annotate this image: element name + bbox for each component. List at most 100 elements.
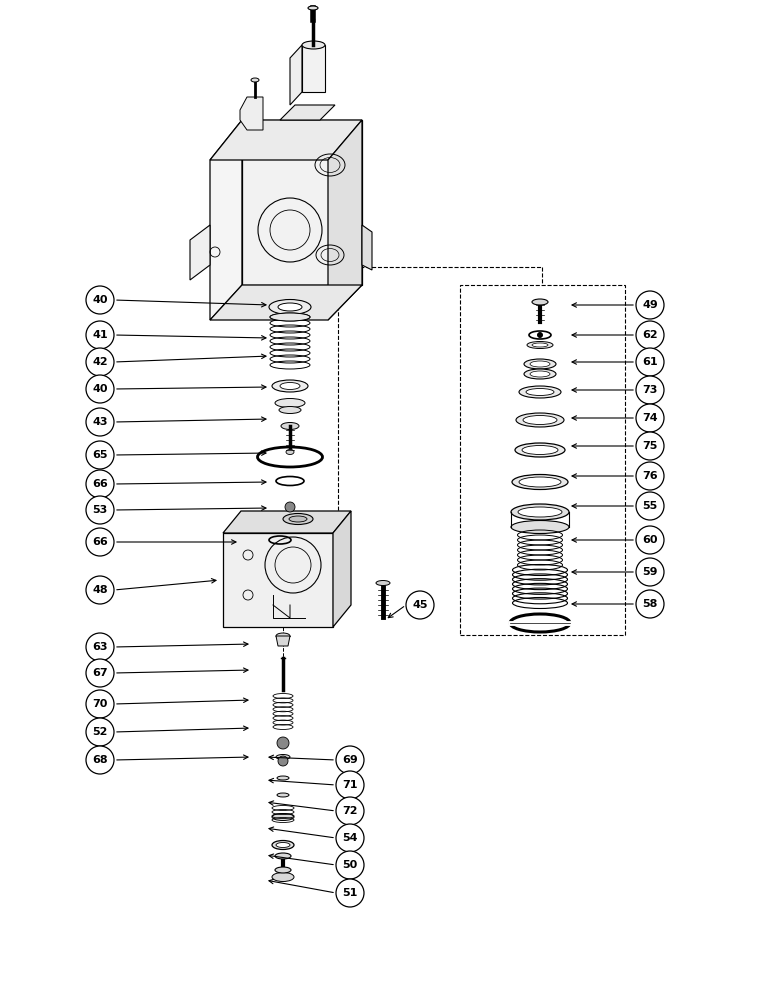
Circle shape	[636, 590, 664, 618]
Text: 67: 67	[92, 668, 108, 678]
Polygon shape	[240, 97, 263, 130]
Circle shape	[336, 746, 364, 774]
Circle shape	[86, 528, 114, 556]
Ellipse shape	[275, 867, 291, 873]
Text: 66: 66	[92, 479, 108, 489]
Circle shape	[86, 496, 114, 524]
Circle shape	[86, 375, 114, 403]
Text: 62: 62	[642, 330, 658, 340]
Polygon shape	[210, 120, 362, 160]
Text: 55: 55	[642, 501, 658, 511]
Polygon shape	[276, 636, 290, 646]
Ellipse shape	[272, 814, 294, 820]
Text: 60: 60	[642, 535, 658, 545]
Circle shape	[636, 376, 664, 404]
Circle shape	[86, 718, 114, 746]
Ellipse shape	[270, 313, 310, 321]
Ellipse shape	[519, 477, 561, 487]
Ellipse shape	[272, 840, 294, 850]
Circle shape	[336, 824, 364, 852]
Polygon shape	[333, 511, 351, 627]
Circle shape	[86, 659, 114, 687]
Polygon shape	[190, 225, 210, 280]
Circle shape	[336, 797, 364, 825]
Ellipse shape	[530, 371, 550, 377]
Ellipse shape	[522, 446, 558, 454]
Ellipse shape	[273, 842, 293, 848]
Circle shape	[86, 633, 114, 661]
Ellipse shape	[272, 380, 308, 392]
Circle shape	[636, 291, 664, 319]
Polygon shape	[328, 120, 362, 320]
Polygon shape	[302, 45, 325, 92]
Polygon shape	[210, 120, 242, 320]
Text: 40: 40	[92, 295, 108, 305]
Ellipse shape	[515, 443, 565, 457]
Ellipse shape	[251, 78, 259, 82]
Ellipse shape	[523, 416, 557, 424]
Circle shape	[86, 470, 114, 498]
Circle shape	[86, 348, 114, 376]
Ellipse shape	[532, 343, 548, 347]
Text: 49: 49	[642, 300, 658, 310]
Text: 65: 65	[92, 450, 108, 460]
Circle shape	[285, 502, 295, 512]
Polygon shape	[280, 105, 335, 120]
Ellipse shape	[526, 388, 554, 395]
Ellipse shape	[269, 300, 311, 314]
Ellipse shape	[289, 516, 307, 522]
Text: 51: 51	[342, 888, 357, 898]
Text: 73: 73	[642, 385, 658, 395]
Bar	[460, 285, 625, 635]
Circle shape	[86, 746, 114, 774]
Circle shape	[86, 690, 114, 718]
Circle shape	[86, 408, 114, 436]
Circle shape	[406, 591, 434, 619]
Text: 50: 50	[342, 860, 357, 870]
Ellipse shape	[302, 41, 325, 49]
Ellipse shape	[276, 633, 290, 639]
Text: 43: 43	[92, 417, 108, 427]
Text: 66: 66	[92, 537, 108, 547]
Circle shape	[636, 526, 664, 554]
Ellipse shape	[277, 776, 289, 780]
Text: 69: 69	[342, 755, 358, 765]
Ellipse shape	[279, 406, 301, 414]
Text: 53: 53	[93, 505, 107, 515]
Polygon shape	[242, 120, 362, 285]
Ellipse shape	[516, 413, 564, 427]
Circle shape	[86, 441, 114, 469]
Text: 68: 68	[92, 755, 108, 765]
Ellipse shape	[527, 342, 553, 349]
Polygon shape	[210, 285, 362, 320]
Ellipse shape	[532, 299, 548, 305]
Text: 59: 59	[642, 567, 658, 577]
Circle shape	[336, 879, 364, 907]
Ellipse shape	[277, 793, 289, 797]
Polygon shape	[223, 533, 333, 627]
Text: 75: 75	[642, 441, 658, 451]
Text: 74: 74	[642, 413, 658, 423]
Circle shape	[636, 492, 664, 520]
Ellipse shape	[511, 520, 569, 534]
Ellipse shape	[530, 361, 550, 367]
Ellipse shape	[286, 450, 294, 454]
Text: 45: 45	[412, 600, 428, 610]
Circle shape	[636, 321, 664, 349]
Circle shape	[278, 756, 288, 766]
Ellipse shape	[519, 386, 561, 398]
Ellipse shape	[511, 504, 569, 520]
Ellipse shape	[376, 580, 390, 585]
Ellipse shape	[280, 382, 300, 389]
Circle shape	[636, 432, 664, 460]
Circle shape	[336, 851, 364, 879]
Ellipse shape	[275, 398, 305, 408]
Text: 63: 63	[92, 642, 108, 652]
Circle shape	[86, 576, 114, 604]
Circle shape	[636, 558, 664, 586]
Circle shape	[86, 321, 114, 349]
Ellipse shape	[281, 422, 299, 430]
Ellipse shape	[278, 303, 302, 311]
Text: 70: 70	[93, 699, 107, 709]
Text: 71: 71	[342, 780, 357, 790]
